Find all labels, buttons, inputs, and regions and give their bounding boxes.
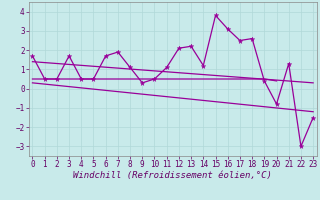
X-axis label: Windchill (Refroidissement éolien,°C): Windchill (Refroidissement éolien,°C) [73,171,272,180]
